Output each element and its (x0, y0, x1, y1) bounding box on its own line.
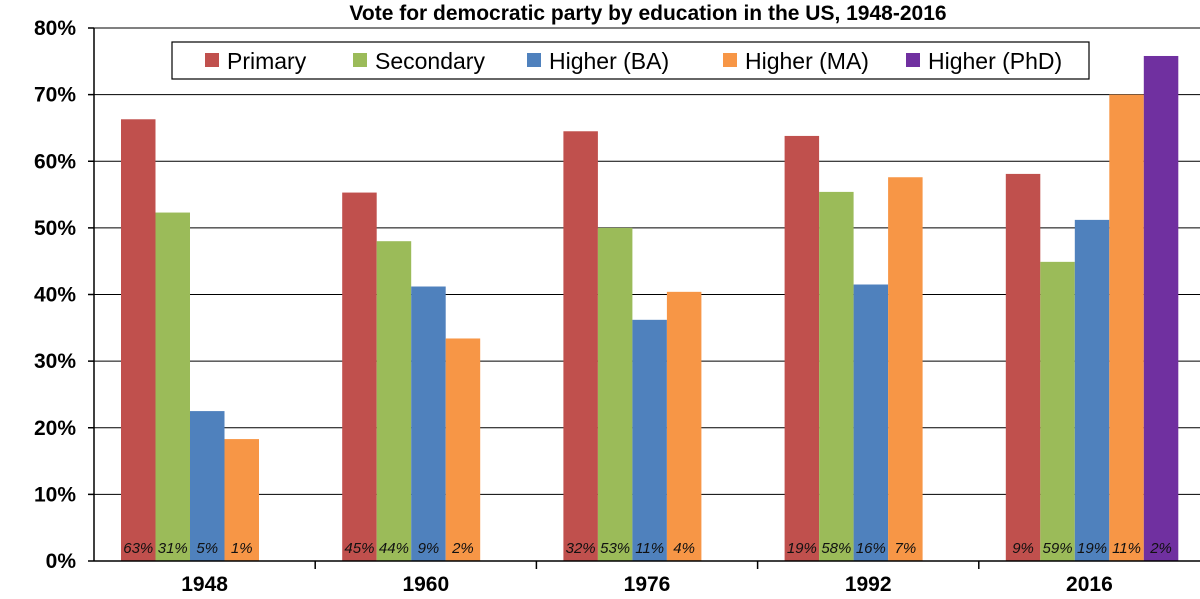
y-tick-label: 20% (34, 417, 76, 440)
share-label: 31% (158, 540, 188, 557)
share-label: 16% (856, 540, 886, 557)
x-tick-label: 1948 (181, 573, 228, 596)
y-tick-label: 30% (34, 350, 76, 373)
bar-higher-ma-1948 (224, 439, 259, 561)
share-label: 11% (1112, 540, 1141, 557)
share-label: 53% (600, 540, 630, 557)
share-label: 9% (1012, 540, 1034, 557)
bar-primary-2016 (1005, 173, 1041, 561)
legend: Primary Secondary Higher (BA) Higher (MA) Hi… (171, 41, 1090, 80)
bar-higher-phd-2016 (1143, 55, 1179, 562)
share-label: 1% (231, 540, 253, 557)
bar-primary-1976 (563, 131, 598, 562)
bar-primary-1960 (342, 192, 377, 561)
chart-title: Vote for democratic party by education i… (349, 2, 946, 25)
bar-primary-1992 (784, 135, 820, 561)
share-label: 58% (821, 540, 851, 557)
x-tick-label: 2016 (1066, 573, 1113, 596)
x-tick-labels: 1948 1960 1976 1992 2016 (181, 561, 1113, 596)
share-label: 19% (787, 540, 817, 557)
share-label: 44% (379, 540, 409, 557)
bars (121, 55, 1179, 562)
x-tick-label: 1960 (402, 573, 449, 596)
share-label: 59% (1043, 540, 1073, 557)
share-label: 11% (635, 540, 664, 557)
bar-higher-ma-1992 (888, 177, 923, 562)
legend-label: Primary (227, 48, 307, 74)
y-tick-label: 70% (34, 84, 76, 107)
legend-box (171, 41, 1090, 80)
legend-swatch (723, 53, 737, 67)
bar-higher-ba-1948 (190, 411, 225, 561)
y-tick-label: 0% (46, 550, 77, 573)
bar-secondary-1960 (376, 241, 412, 561)
bar-secondary-2016 (1040, 261, 1075, 561)
share-label: 63% (123, 540, 153, 557)
y-tick-label: 80% (34, 17, 76, 40)
legend-label: Secondary (375, 48, 485, 74)
legend-items: Primary Secondary Higher (BA) Higher (MA) Hi… (205, 48, 1062, 74)
bar-higher-ma-2016 (1109, 94, 1144, 561)
share-label: 32% (566, 540, 596, 557)
y-tick-label: 40% (34, 284, 76, 307)
share-label: 4% (673, 540, 695, 557)
x-tick-label: 1976 (624, 573, 671, 596)
bar-secondary-1948 (155, 212, 190, 561)
bar-higher-ba-1992 (853, 284, 889, 561)
x-tick-label: 1992 (845, 573, 892, 596)
share-label: 2% (1149, 540, 1172, 557)
legend-swatch (906, 53, 920, 67)
share-label: 19% (1077, 540, 1107, 557)
bar-higher-ma-1976 (666, 291, 702, 561)
bar-higher-ba-1960 (411, 286, 446, 561)
legend-label: Higher (MA) (745, 48, 869, 74)
bar-secondary-1976 (597, 227, 633, 561)
bar-higher-ba-1976 (632, 319, 667, 561)
y-tick-label: 50% (34, 217, 76, 240)
share-label: 45% (344, 540, 374, 557)
legend-label: Higher (BA) (549, 48, 669, 74)
legend-label: Higher (PhD) (928, 48, 1062, 74)
share-label: 2% (451, 540, 474, 557)
axes (93, 28, 1200, 562)
share-label: 9% (418, 540, 440, 557)
y-tick-label: 10% (34, 483, 76, 506)
bar-secondary-1992 (819, 191, 854, 561)
y-tick-label: 60% (34, 150, 76, 173)
legend-swatch (205, 53, 219, 67)
bar-higher-ba-2016 (1074, 219, 1110, 561)
share-label: 7% (895, 540, 917, 557)
legend-swatch (527, 53, 541, 67)
bar-higher-ma-1960 (445, 338, 481, 561)
share-labels: 63% 31% 5% 1% 45% 44% 9% 2% 32% 53% 11% 4% 19% 58% 16%… (123, 540, 1172, 557)
share-label: 5% (196, 540, 218, 557)
y-tick-labels: 0% 10% 20% 30% 40% 50% 60% 70% 80% (34, 17, 76, 573)
bar-primary-1948 (121, 119, 156, 562)
legend-swatch (353, 53, 367, 67)
